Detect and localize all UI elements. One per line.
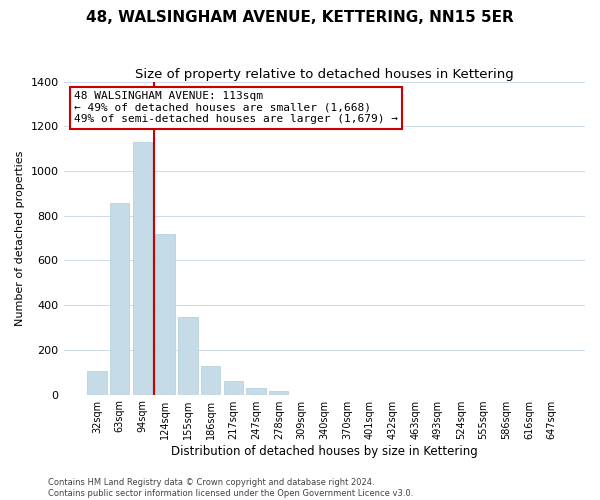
Bar — [224, 381, 243, 394]
Y-axis label: Number of detached properties: Number of detached properties — [15, 150, 25, 326]
Bar — [178, 318, 197, 394]
X-axis label: Distribution of detached houses by size in Kettering: Distribution of detached houses by size … — [171, 444, 478, 458]
Text: 48 WALSINGHAM AVENUE: 113sqm
← 49% of detached houses are smaller (1,668)
49% of: 48 WALSINGHAM AVENUE: 113sqm ← 49% of de… — [74, 91, 398, 124]
Bar — [155, 234, 175, 394]
Bar — [247, 388, 266, 394]
Bar — [133, 142, 152, 395]
Bar — [269, 390, 289, 394]
Bar — [201, 366, 220, 394]
Title: Size of property relative to detached houses in Kettering: Size of property relative to detached ho… — [135, 68, 514, 80]
Bar — [87, 371, 107, 394]
Bar — [110, 204, 130, 394]
Text: Contains HM Land Registry data © Crown copyright and database right 2024.
Contai: Contains HM Land Registry data © Crown c… — [48, 478, 413, 498]
Text: 48, WALSINGHAM AVENUE, KETTERING, NN15 5ER: 48, WALSINGHAM AVENUE, KETTERING, NN15 5… — [86, 10, 514, 25]
